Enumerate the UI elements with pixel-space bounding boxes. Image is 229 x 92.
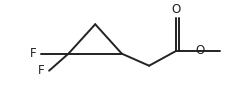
Text: F: F xyxy=(30,47,36,60)
Text: O: O xyxy=(194,44,203,57)
Text: F: F xyxy=(38,64,44,77)
Text: O: O xyxy=(171,3,180,16)
